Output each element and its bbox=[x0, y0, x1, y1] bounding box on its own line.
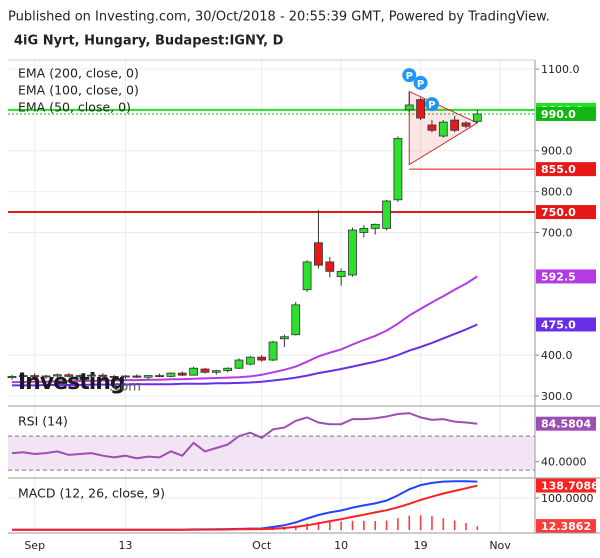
candle-body bbox=[336, 270, 346, 278]
candle-body bbox=[359, 228, 369, 233]
series-line bbox=[12, 275, 478, 384]
y-tick-label: 40.0000 bbox=[541, 456, 587, 469]
legend-entry: EMA (50, close, 0) bbox=[18, 100, 131, 115]
price-label-box bbox=[536, 162, 596, 177]
candle-body bbox=[450, 119, 460, 131]
x-tick-label: Sep bbox=[24, 539, 45, 552]
x-tick-label: Oct bbox=[252, 539, 272, 552]
candle-body bbox=[257, 356, 267, 361]
y-tick-label: 400.0 bbox=[541, 349, 573, 362]
price-label: 84.5804 bbox=[541, 418, 591, 431]
x-tick-label: 10 bbox=[334, 539, 348, 552]
candle-body bbox=[234, 359, 244, 369]
candle-body bbox=[461, 122, 471, 127]
watermark: Investing bbox=[18, 370, 125, 395]
candle-body bbox=[64, 374, 74, 377]
y-tick-label: 700.0 bbox=[541, 227, 573, 240]
x-tick-label: 13 bbox=[119, 539, 133, 552]
candle-body bbox=[348, 229, 357, 276]
candle-body bbox=[121, 375, 130, 378]
candle-body bbox=[200, 368, 210, 373]
candle-body bbox=[279, 336, 289, 340]
event-marker bbox=[402, 68, 417, 83]
candle-body bbox=[382, 200, 391, 229]
candle-body bbox=[30, 375, 40, 378]
candle-body bbox=[268, 341, 278, 361]
candle-body bbox=[427, 124, 437, 131]
candle-body bbox=[291, 304, 301, 336]
x-tick-label: Nov bbox=[489, 539, 511, 552]
candle-body bbox=[370, 223, 380, 229]
candle-body bbox=[143, 375, 153, 378]
event-marker-label: P bbox=[417, 79, 424, 90]
series-line bbox=[11, 484, 478, 531]
y-tick-label: 300.0 bbox=[541, 390, 573, 403]
candle-body bbox=[416, 99, 426, 119]
event-marker bbox=[424, 97, 439, 112]
price-label: 12.3862 bbox=[541, 520, 591, 533]
candle-body bbox=[211, 370, 221, 373]
candle-body bbox=[41, 375, 51, 378]
candle-body bbox=[98, 374, 108, 377]
price-label-box bbox=[536, 317, 596, 332]
price-label: 592.5 bbox=[541, 270, 576, 283]
candle-body bbox=[109, 375, 119, 378]
legend-entry: EMA (200, close, 0) bbox=[18, 66, 139, 81]
price-label: 855.0 bbox=[541, 163, 576, 176]
event-marker-label: P bbox=[406, 71, 413, 82]
candle-body bbox=[472, 113, 482, 122]
candle-body bbox=[155, 375, 164, 377]
candle-body bbox=[404, 104, 414, 111]
candle-body bbox=[75, 375, 85, 377]
candle-body bbox=[314, 242, 323, 266]
price-label-box bbox=[536, 106, 596, 121]
price-label: 990.0 bbox=[541, 108, 576, 121]
legend-entry: EMA (100, close, 0) bbox=[18, 83, 139, 98]
y-tick-label: 900.0 bbox=[541, 145, 573, 158]
candle-body bbox=[223, 367, 233, 372]
price-label: 475.0 bbox=[541, 318, 576, 331]
y-tick-label: 1100.0 bbox=[541, 63, 580, 76]
panel-title: MACD (12, 26, close, 9) bbox=[18, 486, 165, 501]
candle-body bbox=[132, 375, 142, 378]
price-label-box bbox=[536, 269, 596, 284]
series-line bbox=[12, 323, 478, 387]
candle-body bbox=[438, 121, 448, 137]
candle-body bbox=[166, 372, 176, 377]
series-line bbox=[11, 412, 478, 460]
event-marker-label: P bbox=[428, 100, 435, 111]
price-label-box bbox=[536, 205, 596, 220]
price-label: 750.0 bbox=[541, 206, 576, 219]
x-tick-label: 19 bbox=[414, 539, 428, 552]
price-label: 138.7086 bbox=[541, 480, 599, 493]
price-label-box bbox=[536, 478, 596, 493]
price-label-box bbox=[536, 416, 596, 431]
candle-body bbox=[18, 375, 28, 377]
candle-body bbox=[325, 261, 335, 272]
watermark-suffix: .com bbox=[109, 380, 141, 395]
candle-body bbox=[393, 138, 403, 201]
candle-body bbox=[53, 374, 62, 377]
candle-body bbox=[7, 375, 17, 379]
chart-title: 4iG Nyrt, Hungary, Budapest:IGNY, D bbox=[14, 34, 284, 49]
candle-body bbox=[189, 367, 199, 376]
candle-body bbox=[245, 356, 255, 365]
candle-body bbox=[302, 261, 312, 291]
published-note: Published on Investing.com, 30/Oct/2018 … bbox=[8, 10, 550, 25]
y-tick-label: 800.0 bbox=[541, 186, 573, 199]
price-label-box bbox=[536, 519, 596, 534]
event-marker bbox=[413, 75, 428, 90]
candle-body bbox=[177, 372, 187, 376]
candle-body bbox=[87, 374, 96, 377]
panel-title: RSI (14) bbox=[18, 414, 68, 429]
plot-layer: Sep 13 Oct 10 19 Nov 300.0 400.0 700.0 800.0 900.0… bbox=[7, 60, 599, 552]
y-tick-label: 100.0000 bbox=[541, 492, 594, 505]
